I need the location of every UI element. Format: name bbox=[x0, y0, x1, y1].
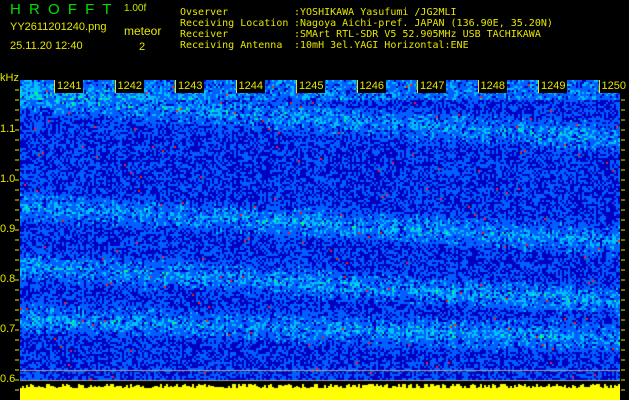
x-tick-label: 1245 bbox=[296, 80, 326, 93]
x-tick-label: 1243 bbox=[175, 80, 205, 93]
y-tick-label: 0.9 bbox=[0, 223, 16, 235]
meteor-count: 2 bbox=[139, 41, 146, 53]
x-tick-label: 1247 bbox=[417, 80, 447, 93]
info-receiver: Receiver:SMArt RTL-SDR V5 52.905MHz USB … bbox=[180, 29, 541, 40]
y-tick-label: 0.7 bbox=[0, 323, 16, 335]
app-title: H R O F F T bbox=[10, 1, 114, 18]
y-tick-label: 1.0 bbox=[0, 173, 16, 185]
datetime: 25.11.20 12:40 bbox=[10, 40, 83, 52]
x-tick-label: 1242 bbox=[114, 80, 144, 93]
y-tick-label: 0.6 bbox=[0, 373, 16, 385]
info-location: Receiving Location:Nagoya Aichi-pref. JA… bbox=[180, 18, 553, 29]
info-antenna: Receiving Antenna:10mH 3el.YAGI Horizont… bbox=[180, 40, 469, 51]
info-observer: Ovserver:YOSHIKAWA Yasufumi /JG2MLI bbox=[180, 7, 457, 18]
spectrogram-plot bbox=[20, 80, 620, 400]
y-tick-label: 1.1 bbox=[0, 123, 16, 135]
filename: YY2611201240.png bbox=[10, 21, 107, 33]
x-tick-label: 1249 bbox=[538, 80, 568, 93]
version: 1.00f bbox=[124, 3, 147, 14]
x-tick-label: 1241 bbox=[54, 80, 84, 93]
x-tick-label: 1250 bbox=[598, 80, 628, 93]
x-tick-label: 1246 bbox=[356, 80, 386, 93]
x-tick-label: 1248 bbox=[477, 80, 507, 93]
x-tick-label: 1244 bbox=[235, 80, 265, 93]
y-axis-label: kHz bbox=[0, 72, 19, 84]
mode-label: meteor bbox=[124, 24, 162, 38]
y-tick-label: 0.8 bbox=[0, 273, 16, 285]
